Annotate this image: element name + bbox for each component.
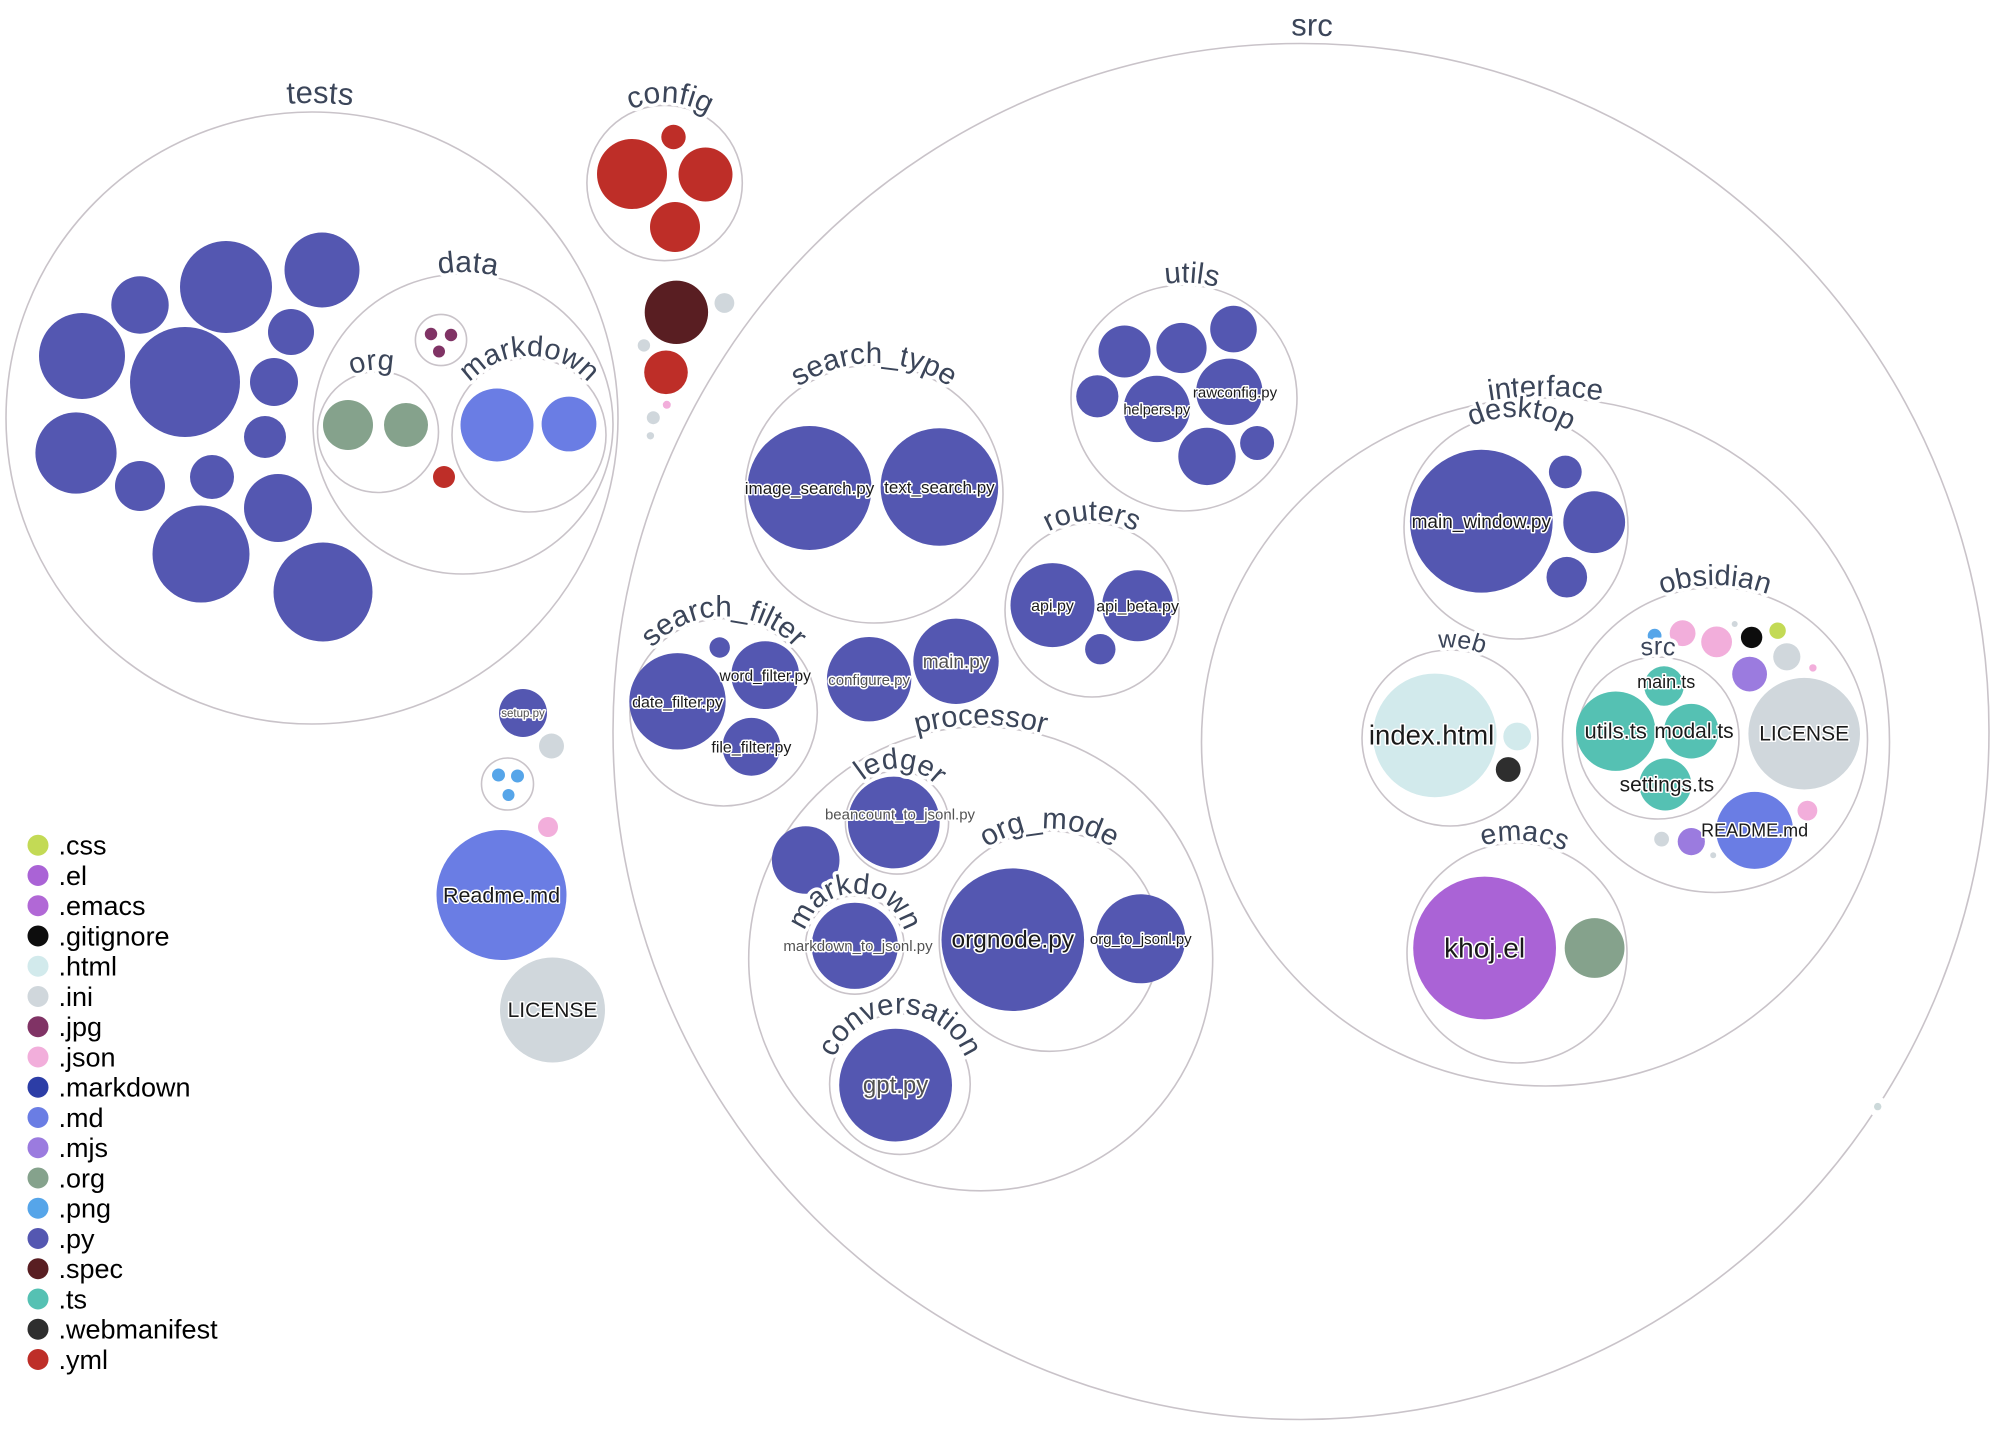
- svg-text:setup.py: setup.py: [501, 708, 545, 720]
- svg-text:.emacs: .emacs: [59, 891, 146, 921]
- svg-text:.mjs: .mjs: [59, 1133, 109, 1163]
- svg-text:rawconfig.py: rawconfig.py: [1193, 384, 1278, 401]
- svg-text:khoj.el: khoj.el: [1444, 933, 1525, 964]
- svg-text:.webmanifest: .webmanifest: [59, 1315, 219, 1345]
- svg-text:org: org: [344, 344, 395, 381]
- svg-text:main.ts: main.ts: [1637, 672, 1695, 692]
- svg-text:markdown_to_jsonl.py: markdown_to_jsonl.py: [783, 938, 933, 955]
- svg-text:utils: utils: [1163, 256, 1223, 294]
- svg-text:.py: .py: [59, 1224, 96, 1254]
- svg-text:file_filter.py: file_filter.py: [711, 740, 791, 757]
- svg-text:routers: routers: [1038, 495, 1146, 537]
- svg-text:obsidian: obsidian: [1655, 560, 1776, 601]
- svg-text:gpt.py: gpt.py: [863, 1072, 928, 1099]
- svg-text:date_filter.py: date_filter.py: [632, 694, 723, 711]
- svg-text:configure.py: configure.py: [828, 672, 910, 689]
- svg-text:.ini: .ini: [59, 982, 94, 1012]
- svg-text:markdown: markdown: [453, 331, 605, 388]
- svg-text:.ts: .ts: [59, 1284, 88, 1314]
- svg-text:.html: .html: [59, 952, 118, 982]
- svg-text:.el: .el: [59, 861, 88, 891]
- svg-text:.png: .png: [59, 1194, 112, 1224]
- svg-text:beancount_to_jsonl.py: beancount_to_jsonl.py: [825, 807, 976, 824]
- svg-text:Readme.md: Readme.md: [443, 884, 560, 908]
- svg-text:.yml: .yml: [59, 1345, 109, 1375]
- svg-text:LICENSE: LICENSE: [1759, 723, 1849, 746]
- svg-text:api_beta.py: api_beta.py: [1096, 599, 1179, 616]
- svg-text:settings.ts: settings.ts: [1620, 774, 1715, 797]
- svg-text:text_search.py: text_search.py: [884, 478, 995, 497]
- svg-text:processor: processor: [911, 699, 1052, 741]
- svg-text:.org: .org: [59, 1163, 106, 1193]
- svg-text:search_type: search_type: [785, 337, 964, 393]
- svg-text:main.py: main.py: [923, 652, 990, 673]
- svg-text:LICENSE: LICENSE: [508, 999, 598, 1022]
- svg-text:org_to_jsonl.py: org_to_jsonl.py: [1090, 931, 1192, 948]
- svg-text:web: web: [1437, 625, 1490, 659]
- svg-text:image_search.py: image_search.py: [745, 479, 875, 498]
- svg-text:api.py: api.py: [1031, 598, 1074, 615]
- svg-text:orgnode.py: orgnode.py: [951, 927, 1074, 954]
- svg-text:emacs: emacs: [1477, 815, 1574, 857]
- svg-text:data: data: [436, 246, 501, 283]
- svg-text:utils.ts: utils.ts: [1585, 719, 1647, 744]
- svg-text:.jpg: .jpg: [59, 1012, 103, 1042]
- svg-text:config: config: [622, 76, 719, 120]
- svg-text:.md: .md: [59, 1103, 104, 1133]
- svg-text:tests: tests: [285, 75, 355, 113]
- svg-text:main_window.py: main_window.py: [1412, 512, 1552, 533]
- svg-text:helpers.py: helpers.py: [1123, 402, 1191, 418]
- svg-text:src: src: [1291, 7, 1333, 43]
- svg-text:.markdown: .markdown: [59, 1073, 191, 1103]
- svg-text:README.md: README.md: [1701, 821, 1808, 841]
- svg-text:.spec: .spec: [59, 1254, 124, 1284]
- svg-text:index.html: index.html: [1369, 720, 1494, 751]
- svg-text:org_mode: org_mode: [974, 802, 1125, 853]
- svg-text:src: src: [1639, 633, 1677, 662]
- svg-text:word_filter.py: word_filter.py: [719, 668, 812, 685]
- svg-text:.json: .json: [59, 1042, 116, 1072]
- svg-text:.gitignore: .gitignore: [59, 921, 170, 951]
- svg-text:modal.ts: modal.ts: [1654, 720, 1733, 743]
- svg-text:.css: .css: [59, 831, 107, 861]
